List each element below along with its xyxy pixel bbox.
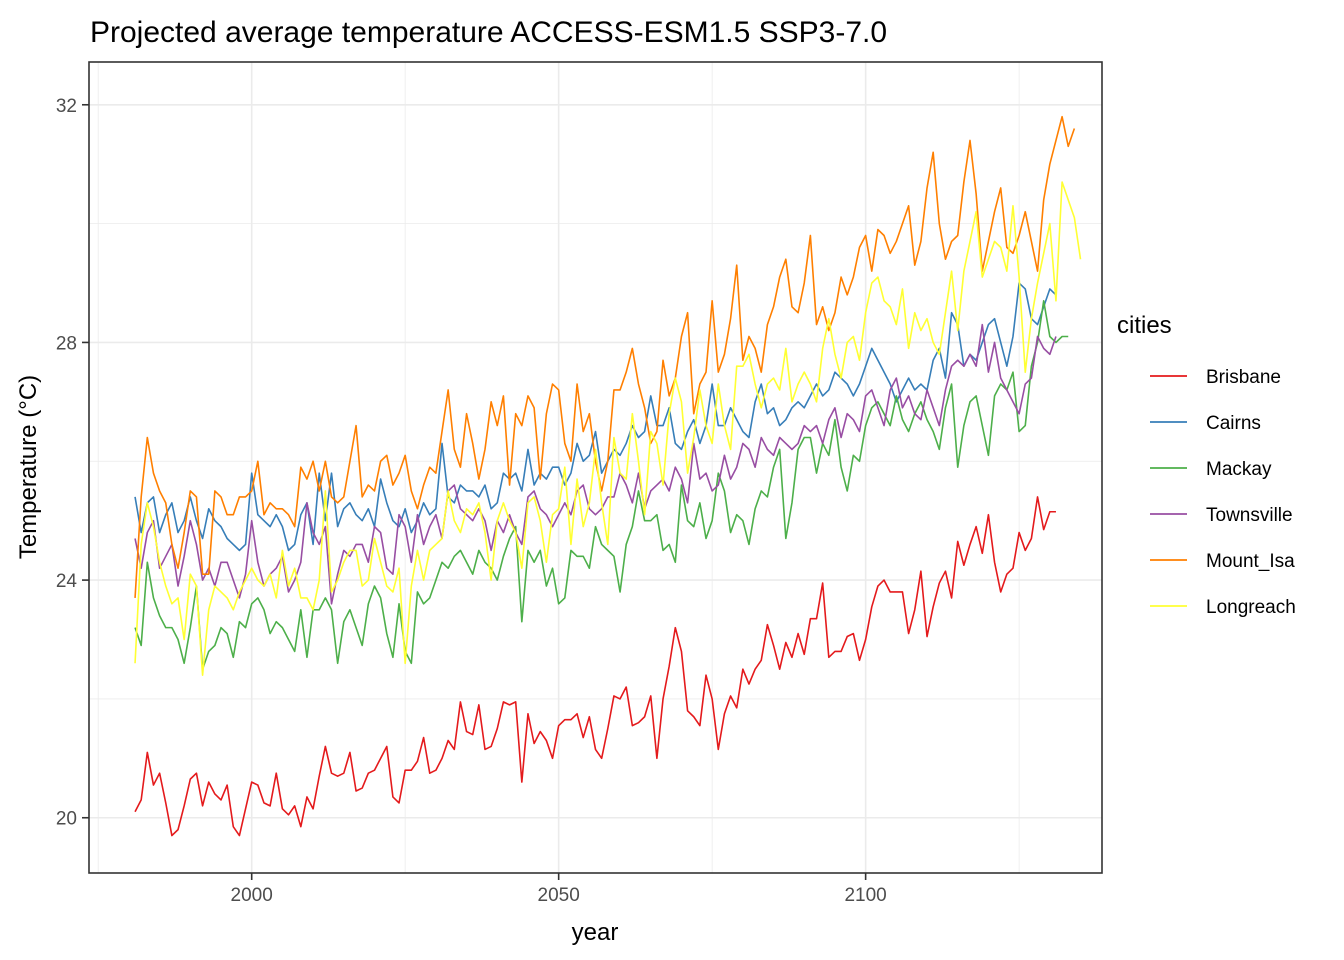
legend-label: Brisbane xyxy=(1206,367,1281,388)
x-tick-label: 2000 xyxy=(231,885,273,906)
series-line-mount-isa xyxy=(134,115,1076,598)
series-line-mackay xyxy=(134,300,1069,671)
panel-border xyxy=(88,61,1103,874)
legend-label: Cairns xyxy=(1206,413,1261,434)
legend-label: Longreach xyxy=(1206,597,1296,618)
legend-item-mount-isa: Mount_Isa xyxy=(1150,551,1295,572)
legend: cities Brisbane Cairns Mackay Townsville Mou… xyxy=(1117,312,1296,618)
legend-title: cities xyxy=(1117,312,1172,339)
legend-item-cairns: Cairns xyxy=(1150,413,1261,434)
x-tick-label: 2050 xyxy=(538,885,580,906)
series-lines xyxy=(134,115,1082,837)
y-tick-label: 32 xyxy=(56,96,77,117)
x-axis-title: year xyxy=(572,919,619,946)
legend-item-longreach: Longreach xyxy=(1150,597,1296,618)
legend-label: Mackay xyxy=(1206,459,1272,480)
plot-panel xyxy=(88,61,1103,874)
y-axis-title: Temperature (°C) xyxy=(15,375,42,559)
legend-label: Townsville xyxy=(1206,505,1293,526)
series-line-cairns xyxy=(134,282,1057,552)
y-tick-label: 28 xyxy=(56,333,77,354)
legend-item-brisbane: Brisbane xyxy=(1150,367,1281,388)
legend-label: Mount_Isa xyxy=(1206,551,1295,572)
series-line-brisbane xyxy=(134,496,1056,837)
legend-item-townsville: Townsville xyxy=(1150,505,1293,526)
y-tick-label: 24 xyxy=(56,571,78,592)
x-tick-label: 2100 xyxy=(844,885,886,906)
series-line-townsville xyxy=(134,323,1057,605)
y-axis: 20 24 28 32 xyxy=(56,96,89,830)
y-tick-label: 20 xyxy=(56,809,77,830)
chart-title: Projected average temperature ACCESS-ESM… xyxy=(90,16,887,49)
legend-items: Brisbane Cairns Mackay Townsville Mount_Isa L… xyxy=(1150,367,1296,618)
minor-gridlines-x xyxy=(97,62,1020,873)
x-axis: 2000 2050 2100 xyxy=(231,873,887,906)
series-line-longreach xyxy=(134,181,1082,676)
legend-item-mackay: Mackay xyxy=(1150,459,1272,480)
